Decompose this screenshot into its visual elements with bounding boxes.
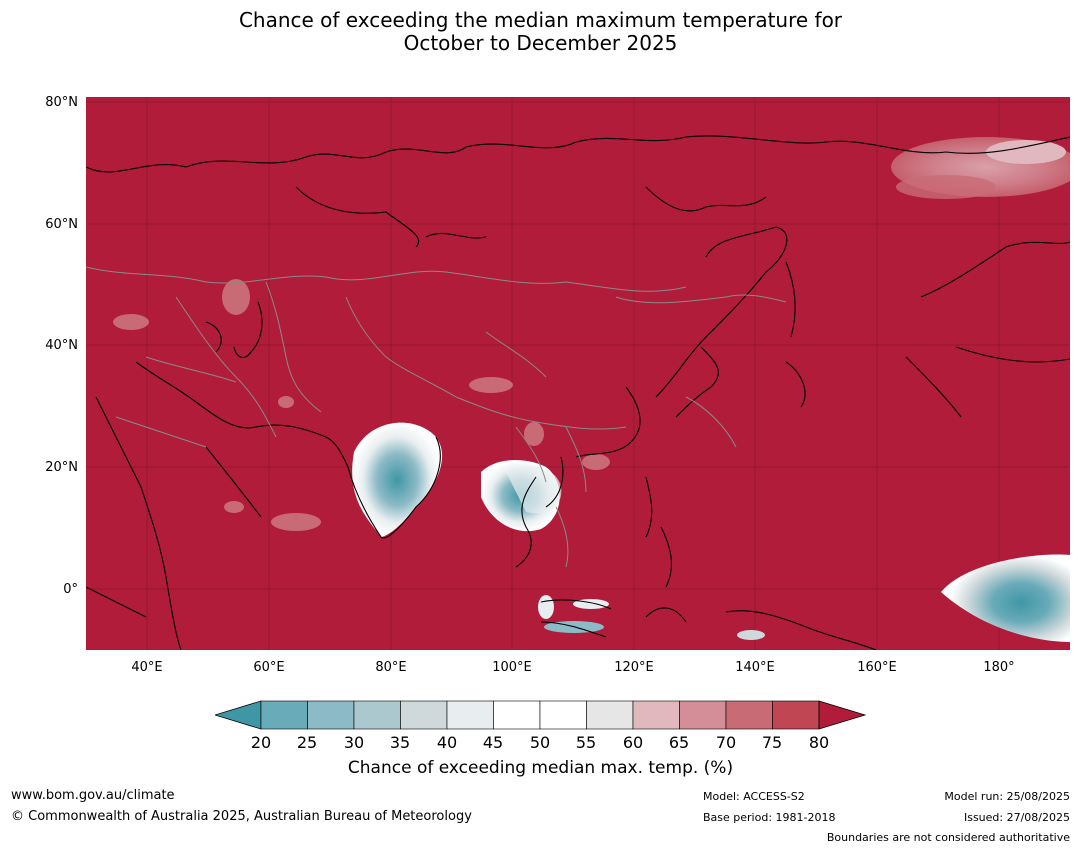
colorbar-tick: 70 (715, 733, 737, 752)
coastlines (86, 135, 1070, 650)
colorbar-tick: 45 (482, 733, 504, 752)
website-link[interactable]: www.bom.gov.au/climate (11, 788, 175, 803)
colorbar-bin (632, 700, 680, 730)
colorbar-bin (679, 700, 727, 730)
lat-label-60n: 60°N (45, 217, 78, 232)
colorbar-tick: 75 (761, 733, 783, 752)
lat-label-20n: 20°N (45, 460, 78, 475)
colorbar-tick: 40 (436, 733, 458, 752)
moderate-probability-patches (113, 137, 1070, 531)
colorbar-extend-high (818, 700, 867, 730)
colorbar-bin (400, 700, 448, 730)
lon-label-40e: 40°E (131, 660, 163, 675)
lat-label-0: 0° (63, 582, 78, 597)
colorbar-tick: 30 (343, 733, 365, 752)
lon-label-140e: 140°E (735, 660, 775, 675)
colorbar-bin (725, 700, 773, 730)
colorbar-tick: 50 (529, 733, 551, 752)
map-canvas (86, 97, 1070, 650)
lon-label-100e: 100°E (492, 660, 532, 675)
colorbar-bin (353, 700, 401, 730)
colorbar-tick: 55 (575, 733, 597, 752)
colorbar-bin (539, 700, 587, 730)
grid-lines (86, 97, 1070, 650)
colorbar-tick: 35 (389, 733, 411, 752)
low-probability-regions (352, 422, 1070, 642)
lat-label-80n: 80°N (45, 95, 78, 110)
colorbar-tick: 80 (808, 733, 830, 752)
map-title-line1: Chance of exceeding the median maximum t… (238, 8, 843, 32)
colorbar-tick: 60 (622, 733, 644, 752)
colorbar-bin (586, 700, 634, 730)
base-period-info: Base period: 1981-2018 (703, 811, 836, 824)
map-title-line2: October to December 2025 (403, 31, 678, 55)
colorbar (215, 700, 867, 730)
model-run-date: Model run: 25/08/2025 (944, 790, 1070, 803)
copyright-text: © Commonwealth of Australia 2025, Austra… (11, 809, 472, 824)
model-info: Model: ACCESS-S2 (703, 790, 805, 803)
boundaries-disclaimer: Boundaries are not considered authoritat… (826, 831, 1070, 844)
lon-label-160e: 160°E (857, 660, 897, 675)
colorbar-bin (493, 700, 541, 730)
lon-label-180: 180° (983, 660, 1015, 675)
colorbar-bin (260, 700, 308, 730)
country-borders (86, 266, 787, 568)
colorbar-extend-low (215, 700, 262, 730)
map-title: Chance of exceeding the median maximum t… (0, 9, 1081, 55)
lon-label-120e: 120°E (614, 660, 654, 675)
colorbar-label: Chance of exceeding median max. temp. (%… (347, 758, 734, 778)
colorbar-bin (772, 700, 820, 730)
map-panel (86, 97, 1070, 650)
lat-label-40n: 40°N (45, 338, 78, 353)
colorbar-tick: 20 (250, 733, 272, 752)
colorbar-tick: 25 (296, 733, 318, 752)
colorbar-bin (307, 700, 355, 730)
colorbar-bin (446, 700, 494, 730)
lon-label-80e: 80°E (375, 660, 407, 675)
lon-label-60e: 60°E (253, 660, 285, 675)
colorbar-tick: 65 (668, 733, 690, 752)
issued-date: Issued: 27/08/2025 (963, 811, 1070, 824)
